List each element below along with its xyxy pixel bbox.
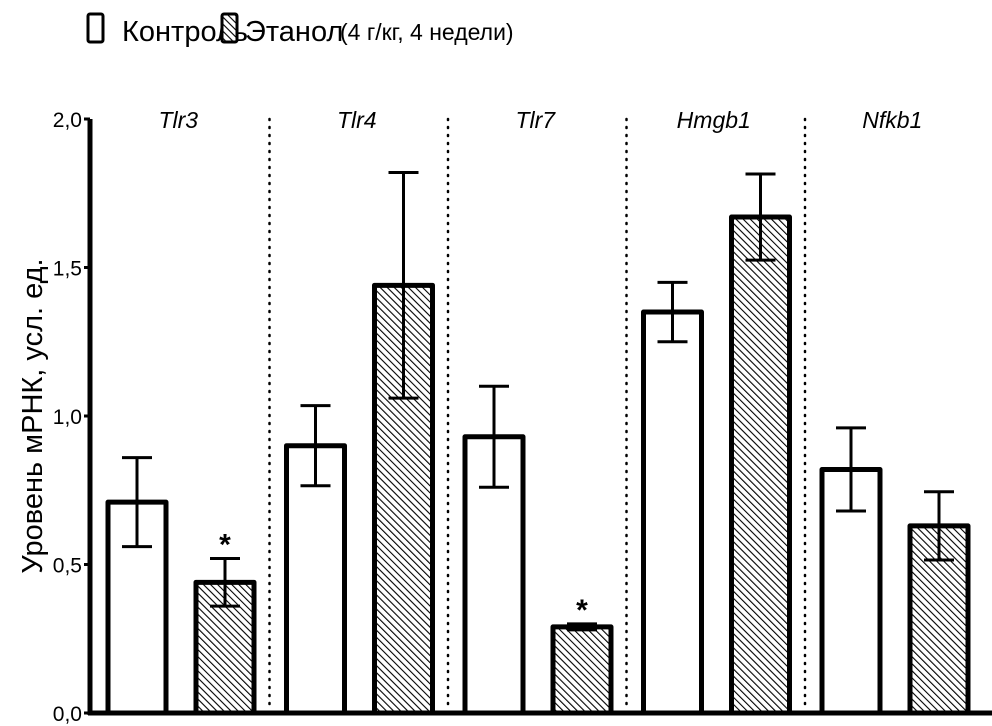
bar-ethanol [550,624,614,716]
y-tick-label: 0,0 [53,703,82,726]
bar-ethanol [729,214,792,716]
bar-control [641,309,704,716]
bars: ** [105,170,971,716]
group-labels: Tlr3 Tlr4 Tlr7 Hmgb1 Nfkb1 [158,107,922,133]
legend-swatch-ethanol [220,12,239,44]
y-tick-label: 0,5 [53,555,82,578]
significance-marker: * [576,594,588,627]
y-tick-label: 1,5 [53,258,82,281]
y-tick-label: 1,0 [53,406,82,429]
category-label: Tlr7 [515,107,556,133]
legend-label-ethanol: Этанол [245,16,343,48]
bar-control [284,443,347,716]
legend: Контроль Этанол (4 г/кг, 4 недели) [86,12,514,48]
y-tick-label: 2,0 [53,109,82,132]
y-axis-label: Уровень мРНК, усл. ед. [17,258,49,573]
category-label: Nfkb1 [862,107,922,133]
legend-note: (4 г/кг, 4 недели) [340,19,514,45]
legend-swatch-control [86,12,105,44]
category-label: Tlr3 [158,107,198,133]
bar-ethanol [193,579,257,716]
significance-marker: * [219,529,231,562]
group-separators [268,117,807,712]
category-label: Tlr4 [337,107,377,133]
category-label: Hmgb1 [677,107,751,133]
